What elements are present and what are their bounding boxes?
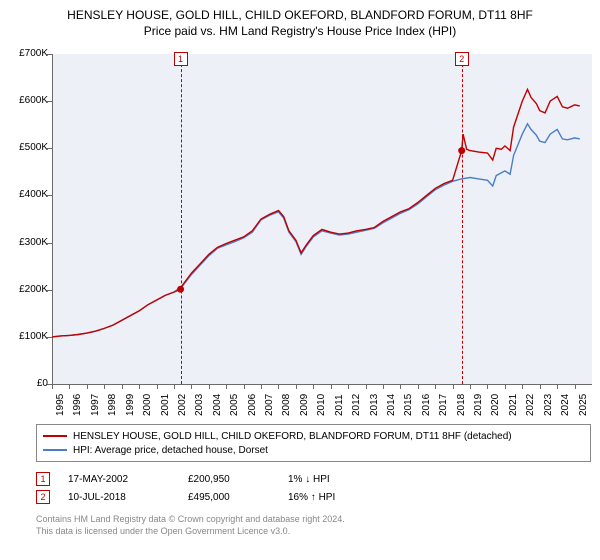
x-tick-label: 2008 <box>281 394 292 416</box>
x-tick-label: 2018 <box>456 394 467 416</box>
x-tick-label: 2005 <box>229 394 240 416</box>
x-tick-label: 2019 <box>473 394 484 416</box>
x-tick-label: 2017 <box>438 394 449 416</box>
legend-swatch <box>43 449 67 451</box>
x-tick-label: 1995 <box>55 394 66 416</box>
sale-row-hpi: 1% ↓ HPI <box>288 474 378 485</box>
x-tick-label: 2011 <box>334 394 345 416</box>
sale-marker-line <box>462 54 463 384</box>
x-tick-label: 2023 <box>543 394 554 416</box>
x-tick-label: 2014 <box>386 394 397 416</box>
sale-marker-box: 2 <box>455 52 469 66</box>
x-tick-label: 1998 <box>107 394 118 416</box>
plot-svg <box>6 44 592 386</box>
series-line <box>52 124 580 337</box>
x-tick-label: 1997 <box>90 394 101 416</box>
sale-row-price: £495,000 <box>188 492 288 503</box>
footer-licence: This data is licensed under the Open Gov… <box>36 526 594 538</box>
x-tick-label: 2025 <box>578 394 589 416</box>
x-tick-label: 2009 <box>299 394 310 416</box>
x-tick-label: 1999 <box>125 394 136 416</box>
legend-row: HPI: Average price, detached house, Dors… <box>43 443 584 457</box>
x-tick-label: 1996 <box>72 394 83 416</box>
chart-area: £0£100K£200K£300K£400K£500K£600K£700K199… <box>6 44 594 424</box>
x-tick-label: 2022 <box>525 394 536 416</box>
chart-subtitle: Price paid vs. HM Land Registry's House … <box>6 24 594 38</box>
x-tick-label: 2000 <box>142 394 153 416</box>
x-tick-label: 2021 <box>508 394 519 416</box>
legend-label: HPI: Average price, detached house, Dors… <box>73 445 268 456</box>
series-line <box>52 89 580 337</box>
x-tick-label: 2015 <box>403 394 414 416</box>
sale-row-hpi: 16% ↑ HPI <box>288 492 378 503</box>
x-tick-label: 2024 <box>560 394 571 416</box>
legend-swatch <box>43 435 67 437</box>
sale-row-date: 10-JUL-2018 <box>68 492 188 503</box>
legend-row: HENSLEY HOUSE, GOLD HILL, CHILD OKEFORD,… <box>43 429 584 443</box>
sale-marker-box: 1 <box>174 52 188 66</box>
x-tick-label: 2020 <box>490 394 501 416</box>
legend: HENSLEY HOUSE, GOLD HILL, CHILD OKEFORD,… <box>36 424 591 462</box>
x-tick-label: 2006 <box>247 394 258 416</box>
x-tick-label: 2002 <box>177 394 188 416</box>
sale-row: 1 17-MAY-2002£200,9501% ↓ HPI <box>36 470 594 488</box>
x-tick-label: 2016 <box>421 394 432 416</box>
sale-row: 2 10-JUL-2018£495,00016% ↑ HPI <box>36 488 594 506</box>
x-tick-label: 2007 <box>264 394 275 416</box>
footer-copyright: Contains HM Land Registry data © Crown c… <box>36 514 594 526</box>
x-tick-label: 2003 <box>194 394 205 416</box>
sale-marker-line <box>181 54 182 384</box>
x-tick-label: 2010 <box>316 394 327 416</box>
legend-label: HENSLEY HOUSE, GOLD HILL, CHILD OKEFORD,… <box>73 431 512 442</box>
x-tick-label: 2004 <box>212 394 223 416</box>
chart-title: HENSLEY HOUSE, GOLD HILL, CHILD OKEFORD,… <box>6 8 594 22</box>
x-tick-label: 2012 <box>351 394 362 416</box>
x-tick-label: 2013 <box>369 394 380 416</box>
sale-row-marker: 1 <box>36 472 50 486</box>
sales-table: 1 17-MAY-2002£200,9501% ↓ HPI 2 10-JUL-2018… <box>36 470 594 506</box>
x-tick-label: 2001 <box>160 394 171 416</box>
sale-row-marker: 2 <box>36 490 50 504</box>
sale-row-price: £200,950 <box>188 474 288 485</box>
sale-row-date: 17-MAY-2002 <box>68 474 188 485</box>
footer: Contains HM Land Registry data © Crown c… <box>36 514 594 537</box>
